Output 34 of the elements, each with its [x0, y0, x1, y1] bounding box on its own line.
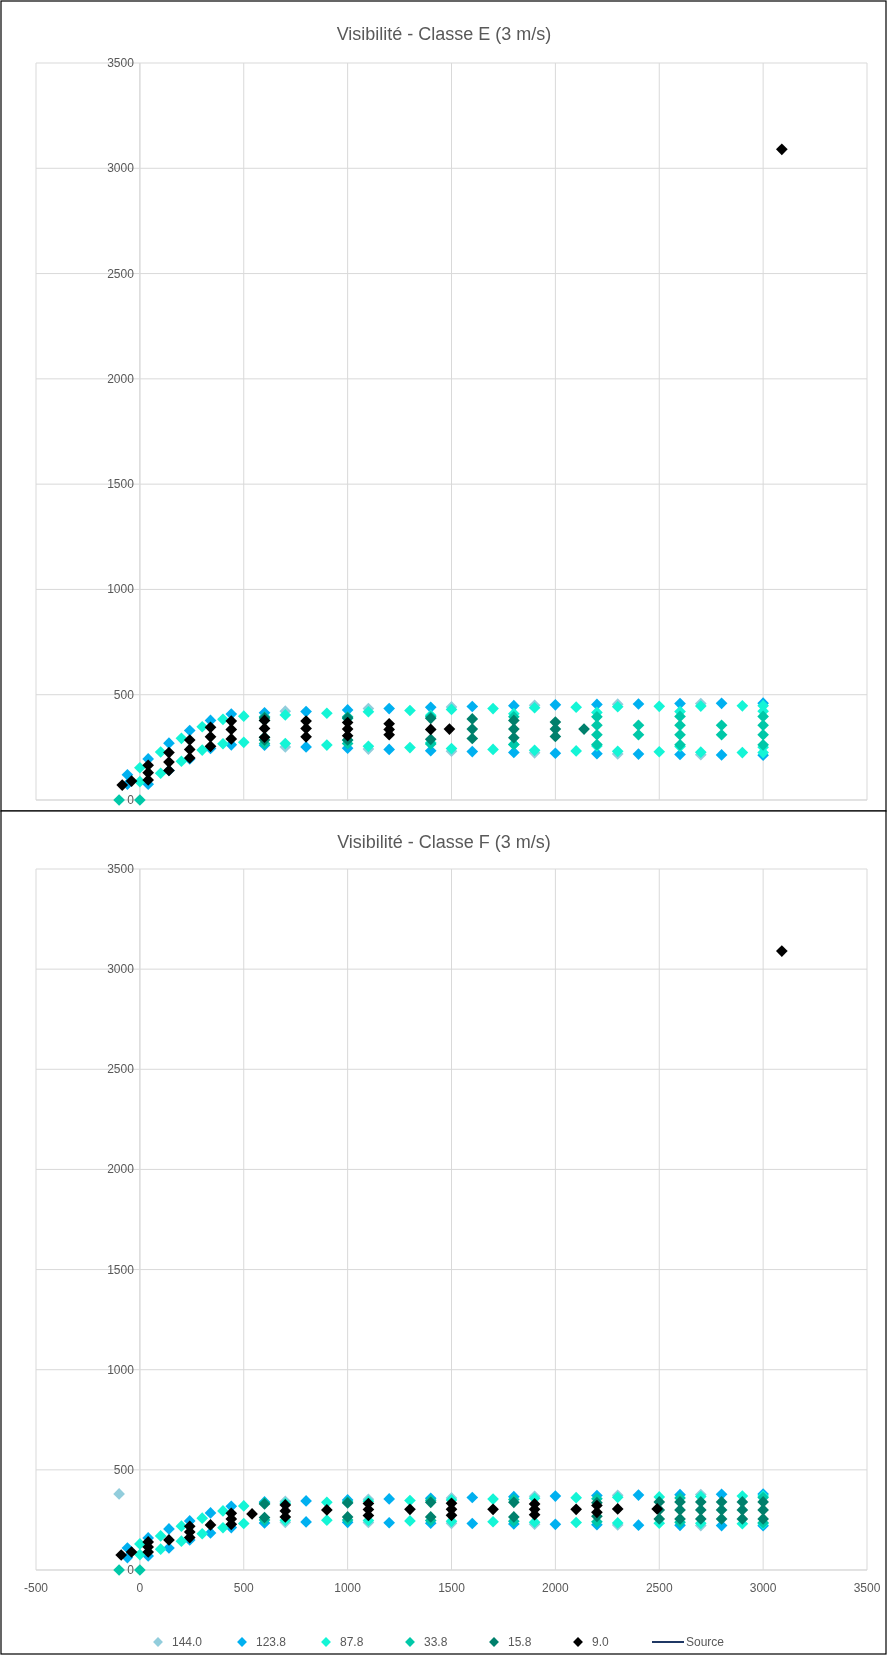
y-tick-label: 1000: [107, 582, 135, 597]
legend-label: Source: [686, 1635, 725, 1649]
x-tick-label: 1000: [334, 1581, 362, 1595]
y-tick-label: 2500: [107, 1062, 135, 1077]
y-tick-label: 1000: [107, 1362, 135, 1377]
y-tick-label: 2000: [107, 371, 135, 386]
x-tick-label: 500: [233, 1581, 255, 1595]
x-tick-label: 1500: [438, 1581, 466, 1595]
chart-title: Visibilité - Classe E (3 m/s): [336, 24, 552, 44]
y-tick-label: 3000: [107, 962, 135, 977]
y-tick-label: 3000: [107, 161, 135, 176]
x-tick-label: -500: [23, 1581, 49, 1595]
y-tick-label: 0: [127, 1563, 135, 1577]
legend-label: 144.0: [172, 1635, 203, 1649]
y-tick-label: 2000: [107, 1162, 135, 1177]
x-tick-label: 3500: [853, 1581, 881, 1595]
x-tick-label: 0: [136, 1581, 144, 1595]
legend-label: 33.8: [424, 1635, 448, 1649]
legend-label: 9.0: [592, 1635, 610, 1649]
x-tick-label: 2500: [645, 1581, 673, 1595]
legend-label: 15.8: [508, 1635, 532, 1649]
x-tick-label: 3000: [749, 1581, 777, 1595]
y-tick-label: 1500: [107, 477, 135, 492]
y-tick-label: 500: [113, 687, 135, 702]
y-tick-label: 2500: [107, 266, 135, 281]
chart-title: Visibilité - Classe F (3 m/s): [337, 832, 551, 852]
y-tick-label: 1500: [107, 1262, 135, 1277]
legend-label: 123.8: [256, 1635, 287, 1649]
y-tick-label: 500: [113, 1462, 135, 1477]
legend-label: 87.8: [340, 1635, 364, 1649]
x-tick-label: 2000: [542, 1581, 570, 1595]
y-tick-label: 3500: [107, 56, 135, 70]
y-tick-label: 3500: [107, 862, 135, 876]
y-tick-label: 0: [127, 793, 135, 807]
